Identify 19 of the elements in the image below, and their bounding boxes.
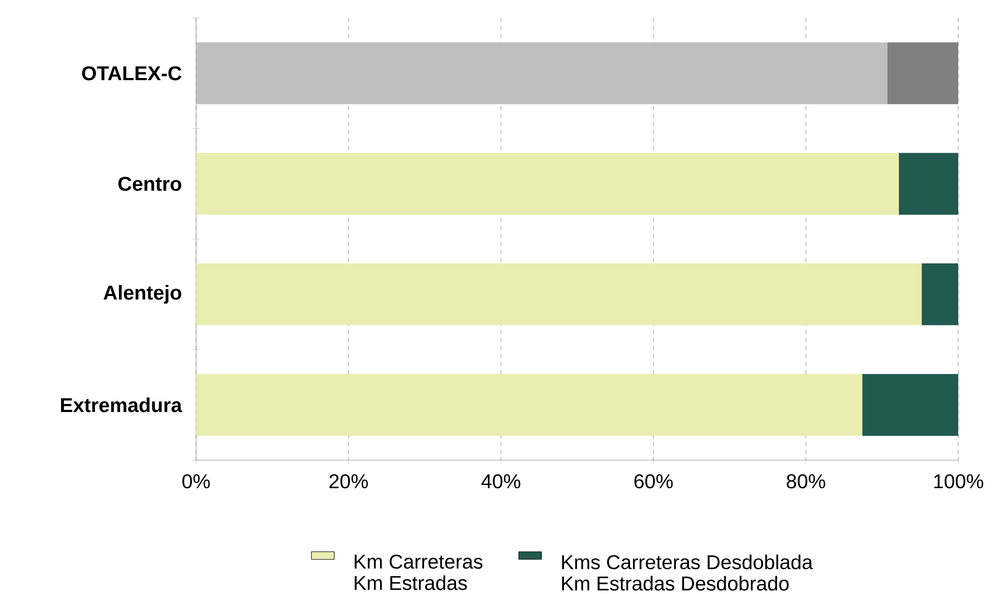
y-tick-label: Extremadura	[61, 398, 182, 412]
bar	[922, 264, 958, 326]
bar	[196, 264, 922, 326]
x-tick-label: 60%	[634, 474, 673, 489]
y-tick-label: Alentejo	[104, 285, 182, 304]
bar	[898, 153, 958, 216]
x-tick-label: 40%	[481, 474, 520, 489]
bar	[862, 374, 958, 436]
x-tick-label: 20%	[330, 474, 368, 489]
x-tick-label: 80%	[786, 474, 826, 489]
x-tick-label: 100%	[934, 474, 984, 489]
bar	[196, 153, 899, 216]
legend-label: Kms Carreteras Desdoblada Km Estradas Desdobrado	[562, 554, 813, 591]
x-tick-label: 0%	[182, 474, 210, 489]
y-tick-label: OTALEX-C	[82, 66, 182, 81]
y-tick-label: Centro	[118, 176, 182, 192]
bar	[887, 42, 958, 104]
legend-label: Km Carreteras Km Estradas	[354, 554, 482, 590]
bar	[196, 374, 862, 436]
